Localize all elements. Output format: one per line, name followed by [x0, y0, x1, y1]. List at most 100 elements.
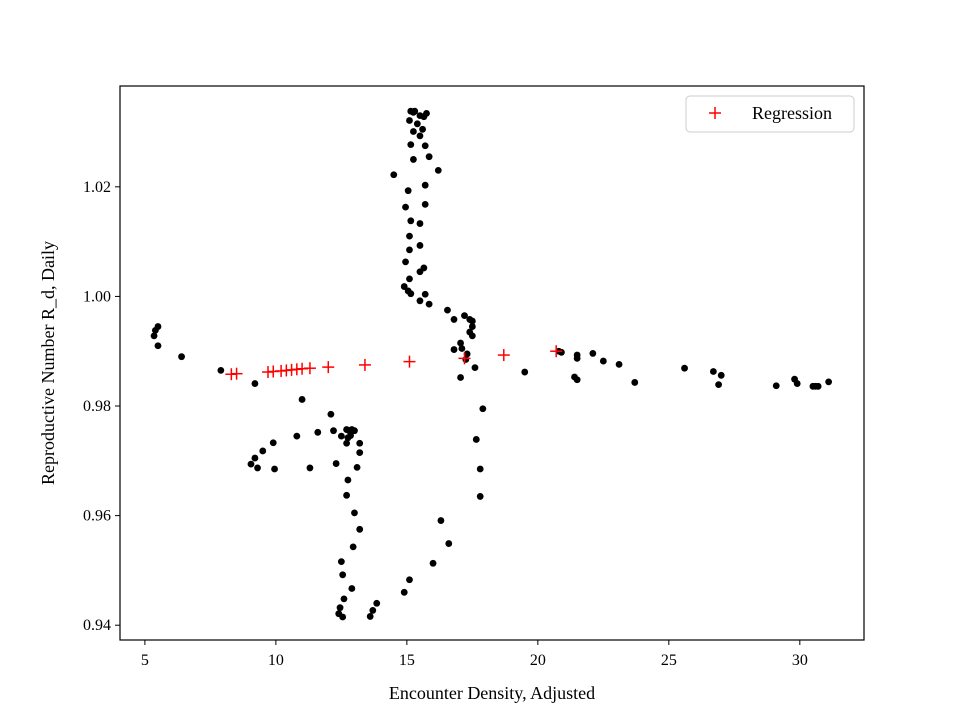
data-point: [343, 491, 351, 499]
data-point: [271, 465, 278, 473]
data-point: [558, 348, 565, 356]
data-point: [631, 379, 639, 386]
data-point: [247, 460, 255, 468]
data-point: [416, 268, 424, 276]
legend-marker-regression: [709, 107, 721, 119]
data-point: [356, 439, 364, 447]
y-tick-label: 1.02: [83, 179, 111, 196]
data-point: [349, 543, 357, 551]
x-tick-label: 30: [792, 652, 808, 669]
data-point: [573, 354, 581, 362]
data-point: [476, 493, 484, 500]
data-point: [336, 604, 344, 612]
regression-point: [458, 352, 471, 365]
y-tick-label: 0.96: [83, 508, 111, 525]
data-point: [444, 306, 451, 314]
data-point: [293, 432, 301, 440]
data-point: [479, 405, 487, 413]
data-point: [425, 300, 433, 308]
data-point: [332, 460, 340, 467]
data-point: [457, 339, 464, 347]
data-point: [351, 427, 358, 435]
data-point: [406, 232, 413, 240]
data-point: [416, 297, 424, 305]
data-point: [327, 410, 335, 418]
data-point: [306, 464, 314, 472]
data-point: [472, 436, 480, 443]
data-point: [339, 613, 347, 621]
y-tick-label: 0.94: [83, 617, 111, 634]
data-point: [406, 275, 413, 283]
data-point: [356, 525, 364, 533]
data-point: [461, 312, 468, 320]
data-point: [269, 439, 277, 447]
data-point: [337, 432, 345, 440]
data-point: [416, 242, 424, 249]
data-point: [573, 376, 581, 384]
data-point: [615, 360, 623, 368]
data-point: [468, 323, 476, 330]
data-point: [404, 287, 412, 295]
data-point: [471, 364, 479, 372]
data-point: [681, 364, 688, 372]
plot-area: [120, 86, 864, 640]
data-point: [314, 428, 322, 436]
data-point: [344, 434, 352, 442]
data-point: [421, 290, 429, 298]
regression-point: [403, 355, 416, 368]
y-axis-ticks: 0.94 0.96 0.98 1.00 1.02: [83, 179, 120, 634]
data-point: [369, 607, 377, 614]
data-point: [343, 439, 351, 447]
x-tick-label: 20: [530, 652, 546, 669]
data-point: [402, 203, 409, 211]
data-point: [429, 559, 437, 567]
legend-box: [685, 95, 855, 133]
x-tick-label: 10: [268, 652, 284, 669]
data-point: [410, 108, 417, 116]
legend-label-regression: Regression: [752, 103, 832, 123]
data-point: [466, 328, 474, 336]
y-axis-label: Reproductive Number R_d, Daily: [38, 241, 58, 485]
data-point: [217, 366, 225, 374]
legend: Regression: [685, 95, 855, 133]
data-point: [410, 156, 417, 163]
data-point: [390, 171, 398, 179]
data-point: [340, 595, 348, 603]
data-point: [421, 200, 429, 208]
data-point: [407, 141, 415, 149]
regression-point: [303, 362, 316, 375]
data-point: [599, 357, 607, 365]
x-tick-label: 25: [661, 652, 677, 669]
regression-point: [497, 349, 510, 362]
x-tick-label: 15: [399, 652, 415, 669]
data-point: [434, 166, 442, 174]
data-point: [425, 153, 433, 161]
data-point: [356, 449, 364, 456]
data-point: [330, 427, 337, 435]
data-point: [353, 463, 361, 471]
data-point: [259, 447, 267, 455]
x-axis-ticks: 5 10 15 20 25 30: [141, 640, 808, 669]
data-point: [419, 125, 426, 133]
data-point: [717, 371, 725, 379]
data-point: [254, 464, 261, 472]
data-point: [373, 599, 381, 607]
data-point: [715, 381, 723, 389]
data-point: [413, 120, 421, 128]
data-point: [410, 128, 417, 135]
regression-point: [230, 367, 243, 380]
data-point: [458, 345, 466, 352]
regression-point: [358, 358, 371, 371]
data-point: [406, 117, 413, 124]
data-point: [351, 509, 358, 517]
regression-point: [550, 345, 563, 358]
data-point: [445, 540, 453, 547]
data-point: [423, 109, 430, 117]
data-point: [421, 181, 429, 189]
data-point: [402, 258, 409, 266]
data-point: [348, 585, 356, 592]
data-point: [406, 576, 413, 584]
data-point: [406, 246, 413, 254]
data-point: [463, 350, 471, 358]
